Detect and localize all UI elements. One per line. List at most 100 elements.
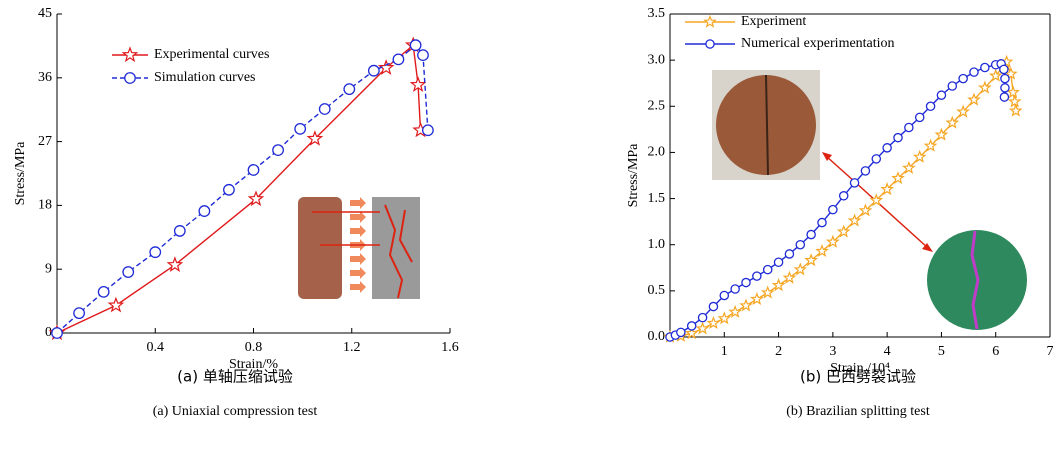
x-tick-label: 1.6 [441,340,459,355]
data-point [706,315,721,329]
data-point [741,277,751,288]
data-point [719,290,730,301]
data-point [980,62,990,73]
crack [384,204,413,299]
caption: (b) 巴西劈裂试验 [800,368,916,386]
data-point [901,160,916,175]
y-tick-label: 36 [38,70,52,85]
inset-a [298,197,420,299]
x-tick-label: 1.2 [343,340,361,355]
data-point [773,257,784,268]
data-point [107,296,125,313]
y-axis-label: Stress/MPa [626,143,641,208]
data-point [749,291,764,305]
data-point [825,234,840,248]
y-tick-label: 27 [38,134,52,149]
data-point [956,104,971,118]
data-point [967,92,981,106]
data-point [817,217,827,228]
x-tick-label: 2 [775,344,782,359]
data-point [73,307,86,320]
data-point [936,90,947,100]
data-point [695,321,710,335]
data-point [923,138,938,152]
y-tick-label: 45 [38,6,52,21]
data-point [223,183,235,196]
data-point [782,270,797,284]
data-point [784,249,795,259]
data-point [166,256,184,272]
data-point [318,103,331,115]
data-point [198,205,211,217]
y-tick-label: 0.5 [648,283,666,298]
data-point [1000,83,1010,93]
x-tick-label: 6 [992,344,999,359]
data-point [912,149,927,163]
data-point [969,67,979,77]
data-point [1008,103,1023,117]
data-point [847,213,862,227]
data-point [838,191,849,201]
x-axis-label: Strain /10⁴ [830,361,890,376]
data-point [686,321,697,331]
y-tick-label: 0.0 [648,329,666,344]
data-point [925,101,936,112]
crack [970,230,980,330]
y-tick-label: 3.0 [648,52,666,67]
x-tick-label: 1 [721,344,728,359]
data-point [409,76,427,93]
data-point [977,80,992,94]
sample-photo [298,197,342,299]
data-point [173,225,186,237]
legend-label: Experimental curves [154,47,269,62]
data-point [728,304,743,318]
data-point [828,204,838,215]
x-tick-label: 5 [938,344,945,359]
data-point [914,112,925,123]
data-point [934,127,949,141]
y-tick-label: 2.0 [648,145,666,160]
data-point [294,122,307,135]
data-point [247,190,265,207]
legend-label: Experiment [741,14,806,29]
pointer [854,181,929,249]
legend-marker [705,39,715,49]
data-point [51,327,63,339]
data-point [717,311,732,325]
caption-en: (b) Brazilian splitting test [786,404,930,419]
data-point [247,164,260,176]
data-point [988,68,1003,82]
arrowhead [822,152,832,161]
data-point [893,132,903,143]
data-point [684,326,699,340]
data-point [804,253,819,267]
legend-label: Numerical experimentation [741,36,895,51]
y-tick-label: 3.5 [648,6,666,21]
arrowhead [922,243,933,252]
data-point [880,182,895,196]
data-point [882,143,892,153]
legend-marker [703,14,717,28]
data-point [904,122,914,133]
y-tick-label: 18 [38,198,52,213]
data-point [1007,94,1022,108]
data-point [793,262,808,276]
data-point [697,312,708,323]
data-point [771,278,786,292]
data-point [752,271,762,281]
data-point [367,64,380,77]
data-point [860,166,871,176]
data-point [97,285,110,298]
data-point [343,83,356,96]
data-point [806,229,816,240]
data-point [739,298,753,312]
data-point [708,301,719,312]
data-point [891,171,905,185]
y-tick-label: 9 [45,261,52,276]
x-tick-label: 7 [1047,344,1054,359]
y-tick-label: 1.0 [648,237,666,252]
data-point [306,130,324,146]
pointer [825,155,856,183]
data-point [417,49,429,62]
simulation-image [372,197,420,299]
